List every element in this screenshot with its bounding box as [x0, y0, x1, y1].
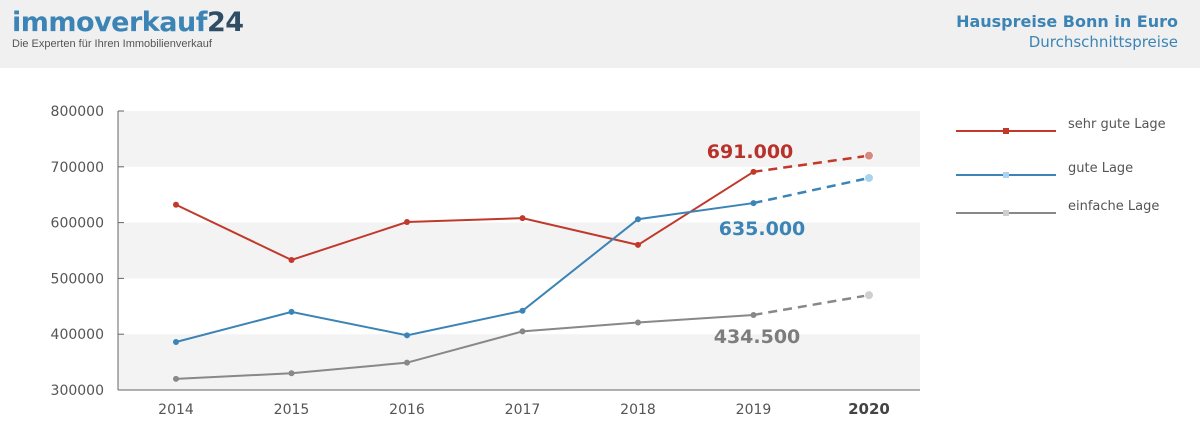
data-point[interactable]	[404, 359, 410, 366]
chart-title-block: Hauspreise Bonn in Euro Durchschnittspre…	[956, 12, 1178, 52]
chart-title: Hauspreise Bonn in Euro	[956, 12, 1178, 31]
x-tick-label: 2014	[158, 402, 194, 418]
data-point[interactable]	[519, 215, 526, 222]
x-tick-label: 2020	[848, 400, 890, 418]
data-point[interactable]	[173, 201, 179, 208]
y-tick-label: 600000	[51, 216, 104, 232]
grid-band	[118, 222, 920, 279]
data-annotation: 434.500	[714, 326, 801, 348]
data-point[interactable]	[750, 200, 757, 207]
data-annotation: 691.000	[707, 141, 794, 163]
data-point[interactable]	[635, 241, 641, 248]
logo-text: immoverkauf	[12, 7, 207, 38]
y-tick-label: 500000	[51, 271, 104, 287]
series-line-forecast	[753, 154, 870, 174]
legend-label: gute Lage	[1068, 161, 1133, 176]
data-point[interactable]	[635, 216, 641, 223]
x-tick-label: 2018	[620, 402, 656, 418]
data-point[interactable]	[750, 168, 757, 175]
x-tick-label: 2015	[274, 402, 310, 418]
data-annotation: 635.000	[719, 218, 806, 240]
data-point[interactable]	[635, 319, 641, 326]
logo-tagline: Die Experten für Ihren Immobilienverkauf	[12, 38, 212, 50]
y-tick-label: 300000	[51, 383, 104, 399]
logo-number: 24	[206, 7, 244, 38]
chart-subtitle: Durchschnittspreise	[1028, 33, 1178, 51]
data-point[interactable]	[864, 150, 874, 161]
x-tick-label: 2016	[389, 402, 425, 418]
grid-band	[118, 334, 920, 390]
series-line	[175, 170, 755, 262]
data-point[interactable]	[519, 328, 526, 335]
data-point[interactable]	[404, 332, 410, 339]
y-tick-label: 400000	[51, 327, 104, 343]
logo-wordmark: immoverkauf24	[12, 8, 244, 38]
legend-label: einfache Lage	[1068, 199, 1159, 214]
y-tick-label: 800000	[51, 104, 104, 120]
data-point[interactable]	[288, 256, 295, 263]
series-line-forecast	[753, 176, 870, 205]
legend-swatch-marker	[1003, 172, 1009, 178]
legend-swatch-marker	[1003, 210, 1009, 216]
data-point[interactable]	[404, 219, 410, 226]
series-line-forecast	[753, 293, 870, 317]
series-line	[175, 313, 754, 380]
data-point[interactable]	[173, 375, 179, 382]
x-tick-label: 2017	[505, 402, 541, 418]
series-line	[175, 202, 754, 343]
data-point[interactable]	[864, 290, 874, 301]
y-tick-label: 700000	[51, 160, 104, 176]
x-tick-label: 2019	[736, 402, 772, 418]
logo[interactable]: immoverkauf24 Die Experten für Ihren Imm…	[12, 8, 244, 51]
grid-band	[118, 111, 920, 167]
data-point[interactable]	[288, 370, 295, 377]
legend-label: sehr gute Lage	[1068, 117, 1166, 132]
legend-swatch-marker	[1003, 128, 1009, 134]
header-bar: immoverkauf24 Die Experten für Ihren Imm…	[0, 0, 1200, 68]
data-point[interactable]	[288, 308, 295, 315]
data-point[interactable]	[750, 311, 757, 318]
data-point[interactable]	[864, 172, 874, 183]
data-point[interactable]	[173, 339, 179, 346]
data-point[interactable]	[519, 307, 526, 314]
